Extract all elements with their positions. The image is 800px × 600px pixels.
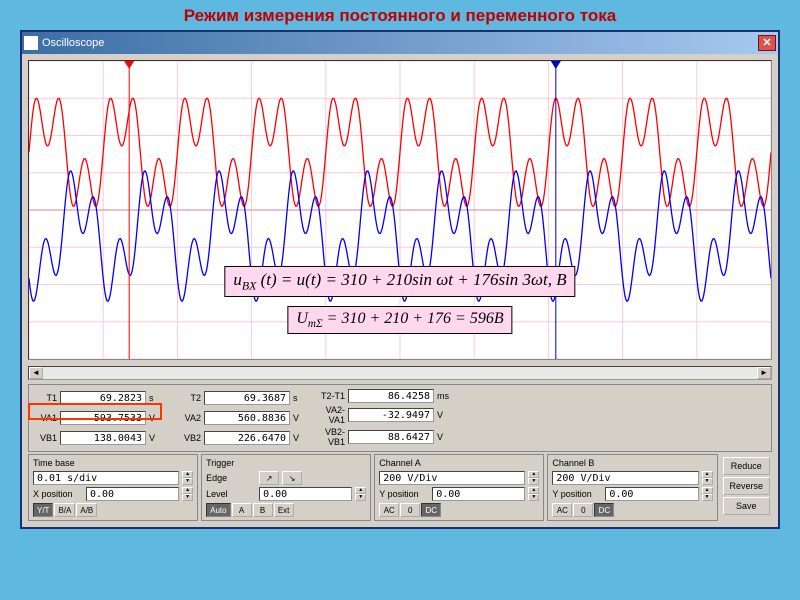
- readout-label: VA2: [177, 413, 201, 423]
- readout-unit: V: [437, 432, 451, 442]
- formula-sum: UmΣ = 310 + 210 + 176 = 596B: [287, 306, 512, 334]
- channel-b-group: Channel B 200 V/Div ▲▼ Y position 0.00 ▲…: [547, 454, 717, 521]
- scroll-track[interactable]: [43, 367, 757, 379]
- formula-input: uBX (t) = u(t) = 310 + 210sin ωt + 176si…: [224, 266, 575, 297]
- spinner[interactable]: ▲▼: [182, 487, 193, 501]
- readout-value: 69.3687: [204, 391, 290, 405]
- trigger-group: Trigger Edge ↗ ↘ Level 0.00 ▲▼ Auto A B …: [201, 454, 371, 521]
- edge-label: Edge: [206, 473, 256, 483]
- trig-b-button[interactable]: B: [253, 503, 273, 517]
- timebase-group: Time base 0.01 s/div ▲▼ X position 0.00 …: [28, 454, 198, 521]
- chb-ac-button[interactable]: AC: [552, 503, 572, 517]
- readout-col-2: T269.3687s VA2560.8836V VB2226.6470V: [177, 389, 307, 447]
- readout-value: -32.9497: [348, 408, 434, 422]
- cha-ac-button[interactable]: AC: [379, 503, 399, 517]
- chb-ypos-input[interactable]: 0.00: [605, 487, 698, 501]
- readout-label: T2: [177, 393, 201, 403]
- readout-value: 69.2823: [60, 391, 146, 405]
- readout-unit: s: [293, 393, 307, 403]
- readout-unit: V: [293, 433, 307, 443]
- mode-ba-button[interactable]: B/A: [54, 503, 75, 517]
- trig-a-button[interactable]: A: [232, 503, 252, 517]
- readout-col-1: T169.2823s VA1593.7533V VB1138.0043V: [33, 389, 163, 447]
- horizontal-scrollbar[interactable]: ◄ ►: [28, 366, 772, 380]
- spinner[interactable]: ▲▼: [528, 487, 539, 501]
- trig-auto-button[interactable]: Auto: [206, 503, 230, 517]
- save-button[interactable]: Save: [723, 497, 771, 515]
- readout-label: VB2: [177, 433, 201, 443]
- readout-unit: V: [293, 413, 307, 423]
- readout-label: T1: [33, 393, 57, 403]
- readout-panel: T169.2823s VA1593.7533V VB1138.0043V T26…: [28, 384, 772, 452]
- readout-label: VA1: [33, 413, 57, 423]
- scroll-right-button[interactable]: ►: [757, 367, 771, 379]
- readout-unit: s: [149, 393, 163, 403]
- readout-unit: V: [149, 433, 163, 443]
- side-buttons: Reduce Reverse Save: [721, 454, 773, 521]
- edge-falling-button[interactable]: ↘: [282, 471, 302, 485]
- readout-value: 88.6427: [348, 430, 434, 444]
- trig-ext-button[interactable]: Ext: [274, 503, 294, 517]
- level-input[interactable]: 0.00: [259, 487, 352, 501]
- readout-unit: ms: [437, 391, 451, 401]
- window-title: Oscilloscope: [42, 37, 758, 49]
- spinner[interactable]: ▲▼: [182, 471, 193, 485]
- group-title: Channel B: [552, 458, 712, 468]
- scroll-left-button[interactable]: ◄: [29, 367, 43, 379]
- spinner[interactable]: ▲▼: [528, 471, 539, 485]
- readout-label: VB1: [33, 433, 57, 443]
- spinner[interactable]: ▲▼: [702, 471, 713, 485]
- close-button[interactable]: ✕: [758, 35, 776, 51]
- channel-a-group: Channel A 200 V/Div ▲▼ Y position 0.00 ▲…: [374, 454, 544, 521]
- spinner[interactable]: ▲▼: [355, 487, 366, 501]
- mode-yt-button[interactable]: Y/T: [33, 503, 53, 517]
- cha-scale-input[interactable]: 200 V/Div: [379, 471, 525, 485]
- readout-label: VB2-VB1: [321, 427, 345, 447]
- xpos-label: X position: [33, 489, 83, 499]
- chb-scale-input[interactable]: 200 V/Div: [552, 471, 698, 485]
- chb-0-button[interactable]: 0: [573, 503, 593, 517]
- titlebar[interactable]: Oscilloscope ✕: [22, 32, 778, 54]
- readout-value: 86.4258: [348, 389, 434, 403]
- cha-0-button[interactable]: 0: [400, 503, 420, 517]
- readout-value: 226.6470: [204, 431, 290, 445]
- readout-value: 560.8836: [204, 411, 290, 425]
- readout-col-3: T2-T186.4258ms VA2-VA1-32.9497V VB2-VB18…: [321, 389, 451, 447]
- oscilloscope-window: Oscilloscope ✕ uBX (t) = u(t) = 310 + 21…: [20, 30, 780, 529]
- cha-ypos-input[interactable]: 0.00: [432, 487, 525, 501]
- readout-unit: V: [149, 413, 163, 423]
- reduce-button[interactable]: Reduce: [723, 457, 771, 475]
- reverse-button[interactable]: Reverse: [723, 477, 771, 495]
- spinner[interactable]: ▲▼: [702, 487, 713, 501]
- controls-panel: Time base 0.01 s/div ▲▼ X position 0.00 …: [28, 454, 772, 521]
- readout-value: 138.0043: [60, 431, 146, 445]
- ypos-label: Y position: [552, 489, 602, 499]
- timebase-scale-input[interactable]: 0.01 s/div: [33, 471, 179, 485]
- mode-ab-button[interactable]: A/B: [76, 503, 97, 517]
- slide-title: Режим измерения постоянного и переменног…: [184, 0, 616, 30]
- group-title: Trigger: [206, 458, 366, 468]
- readout-value: 593.7533: [60, 411, 146, 425]
- xpos-input[interactable]: 0.00: [86, 487, 179, 501]
- chb-dc-button[interactable]: DC: [594, 503, 614, 517]
- cha-dc-button[interactable]: DC: [421, 503, 441, 517]
- app-icon: [24, 36, 38, 50]
- level-label: Level: [206, 489, 256, 499]
- edge-rising-button[interactable]: ↗: [259, 471, 279, 485]
- group-title: Channel A: [379, 458, 539, 468]
- readout-label: T2-T1: [321, 391, 345, 401]
- scope-display: uBX (t) = u(t) = 310 + 210sin ωt + 176si…: [28, 60, 772, 360]
- readout-label: VA2-VA1: [321, 405, 345, 425]
- ypos-label: Y position: [379, 489, 429, 499]
- readout-unit: V: [437, 410, 451, 420]
- group-title: Time base: [33, 458, 193, 468]
